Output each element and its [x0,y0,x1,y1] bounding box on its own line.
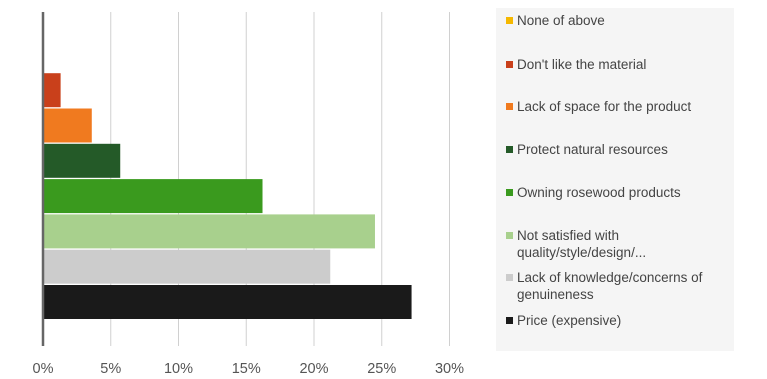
legend-item-dont-like-material: Don't like the material [506,56,730,73]
legend-label: None of above [517,13,605,28]
x-tick-label: 0% [33,361,54,377]
bar [43,285,412,319]
x-tick-label: 5% [100,361,121,377]
legend-item-protect-natural-resources: Protect natural resources [506,141,730,158]
legend-label: Owning rosewood products [517,185,681,200]
bar [43,249,331,284]
bar [43,108,92,143]
bar [43,214,375,249]
legend-swatch [506,317,513,324]
legend-item-lack-of-space: Lack of space for the product [506,98,730,115]
legend-label: Lack of space for the product [517,99,692,114]
bar [43,179,263,214]
legend-swatch [506,103,513,110]
legend-swatch [506,17,513,24]
bar [43,143,121,178]
x-tick-label: 30% [435,361,464,377]
legend-item-not-satisfied: Not satisfied with quality/style/design/… [506,227,730,261]
legend: None of above Don't like the material La… [496,8,734,351]
legend-item-owning-rosewood: Owning rosewood products [506,184,730,201]
x-tick-label: 20% [299,361,328,377]
legend-swatch [506,232,513,239]
legend-swatch [506,61,513,68]
x-tick-label: 25% [367,361,396,377]
x-tick-label: 10% [164,361,193,377]
legend-label: Lack of knowledge/concerns of genuinenes… [517,270,703,302]
legend-item-none-of-above: None of above [506,12,730,29]
legend-label: Protect natural resources [517,142,668,157]
legend-swatch [506,274,513,281]
bar [43,73,61,108]
legend-item-lack-of-knowledge: Lack of knowledge/concerns of genuinenes… [506,269,730,303]
legend-swatch [506,146,513,153]
legend-item-price: Price (expensive) [506,312,730,329]
x-tick-label: 15% [232,361,261,377]
legend-label: Price (expensive) [517,313,622,328]
legend-label: Not satisfied with quality/style/design/… [517,228,647,260]
legend-swatch [506,189,513,196]
legend-label: Don't like the material [517,57,647,72]
